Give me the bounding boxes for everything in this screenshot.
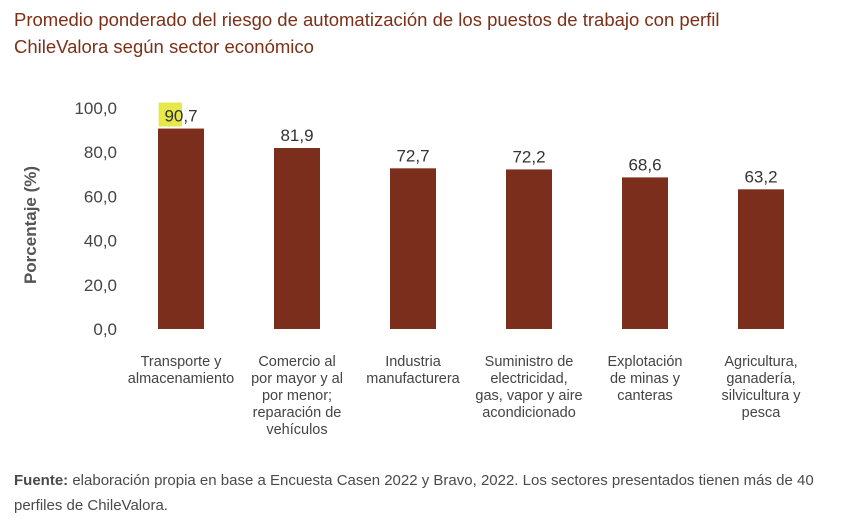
bar	[622, 177, 668, 329]
category-label-line: Explotación	[608, 354, 683, 370]
bar-chart: Porcentaje (%) 0,020,040,060,080,0100,0 …	[21, 99, 801, 438]
category-label-line: por menor;	[262, 388, 332, 404]
category-label-line: electricidad,	[490, 371, 567, 387]
y-axis-label: Porcentaje (%)	[21, 166, 40, 284]
bar	[738, 189, 784, 329]
y-tick-label: 20,0	[84, 276, 117, 295]
category-label-line: reparación de	[253, 405, 342, 421]
category-label-line: gas, vapor y aire	[475, 388, 582, 404]
category-label-line: canteras	[617, 388, 673, 404]
value-label: 68,6	[628, 155, 661, 174]
category-label-line: ganadería,	[726, 371, 795, 387]
y-tick-label: 60,0	[84, 187, 117, 206]
category-label: Transporte y almacenamiento	[128, 354, 234, 387]
category-label-line: de minas y	[610, 371, 681, 387]
category-label: Explotación de minas y canteras	[608, 354, 683, 404]
value-label: 81,9	[280, 126, 313, 145]
bar	[158, 128, 204, 329]
category-label-line: silvicultura y	[722, 388, 802, 404]
y-tick-label: 100,0	[74, 99, 117, 118]
category-label-line: Transporte y	[141, 354, 223, 370]
y-tick-label: 80,0	[84, 143, 117, 162]
value-label: 72,7	[396, 146, 429, 165]
category-label-line: pesca	[742, 405, 782, 421]
y-axis-ticks: 0,0 20,0 40,0 60,0 80,0 100,0	[74, 99, 117, 339]
source-label: Fuente:	[14, 472, 69, 489]
value-label: 63,2	[744, 167, 777, 186]
category-label-line: Suministro de	[485, 354, 574, 370]
category-label: Agricultura, ganadería, silvicultura y pesc…	[722, 354, 802, 421]
bar	[506, 169, 552, 329]
bar	[274, 148, 320, 329]
category-label: Comercio al por mayor y al por menor; repar…	[251, 354, 343, 438]
category-label-line: acondicionado	[482, 405, 576, 421]
bars	[158, 128, 784, 329]
value-highlight	[158, 102, 182, 127]
category-label-line: por mayor y al	[251, 371, 343, 387]
category-label-line: manufacturera	[366, 371, 460, 387]
category-label-line: Agricultura,	[724, 354, 797, 370]
category-label: Industria manufacturera	[366, 354, 460, 387]
value-label: 90,7	[164, 107, 197, 126]
y-tick-label: 40,0	[84, 232, 117, 251]
category-label-line: vehículos	[266, 422, 327, 438]
source-text: elaboración propia en base a Encuesta Ca…	[14, 472, 814, 514]
category-label-line: Comercio al	[258, 354, 335, 370]
category-label-line: almacenamiento	[128, 371, 234, 387]
y-tick-label: 0,0	[93, 320, 117, 339]
value-label: 72,2	[512, 147, 545, 166]
value-labels: 90,7 81,9 72,7 72,2 68,6 63,2	[158, 102, 778, 186]
bar	[390, 168, 436, 329]
category-label-line: Industria	[385, 354, 442, 370]
category-label: Suministro de electricidad, gas, vapor y a…	[475, 354, 582, 421]
source-note: Fuente: elaboración propia en base a Enc…	[14, 468, 844, 518]
chart-title: Promedio ponderado del riesgo de automat…	[14, 9, 720, 57]
